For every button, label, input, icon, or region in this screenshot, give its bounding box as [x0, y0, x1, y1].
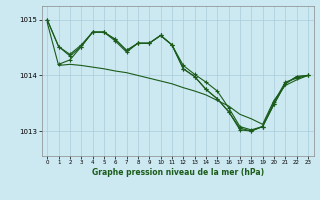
X-axis label: Graphe pression niveau de la mer (hPa): Graphe pression niveau de la mer (hPa)	[92, 168, 264, 177]
